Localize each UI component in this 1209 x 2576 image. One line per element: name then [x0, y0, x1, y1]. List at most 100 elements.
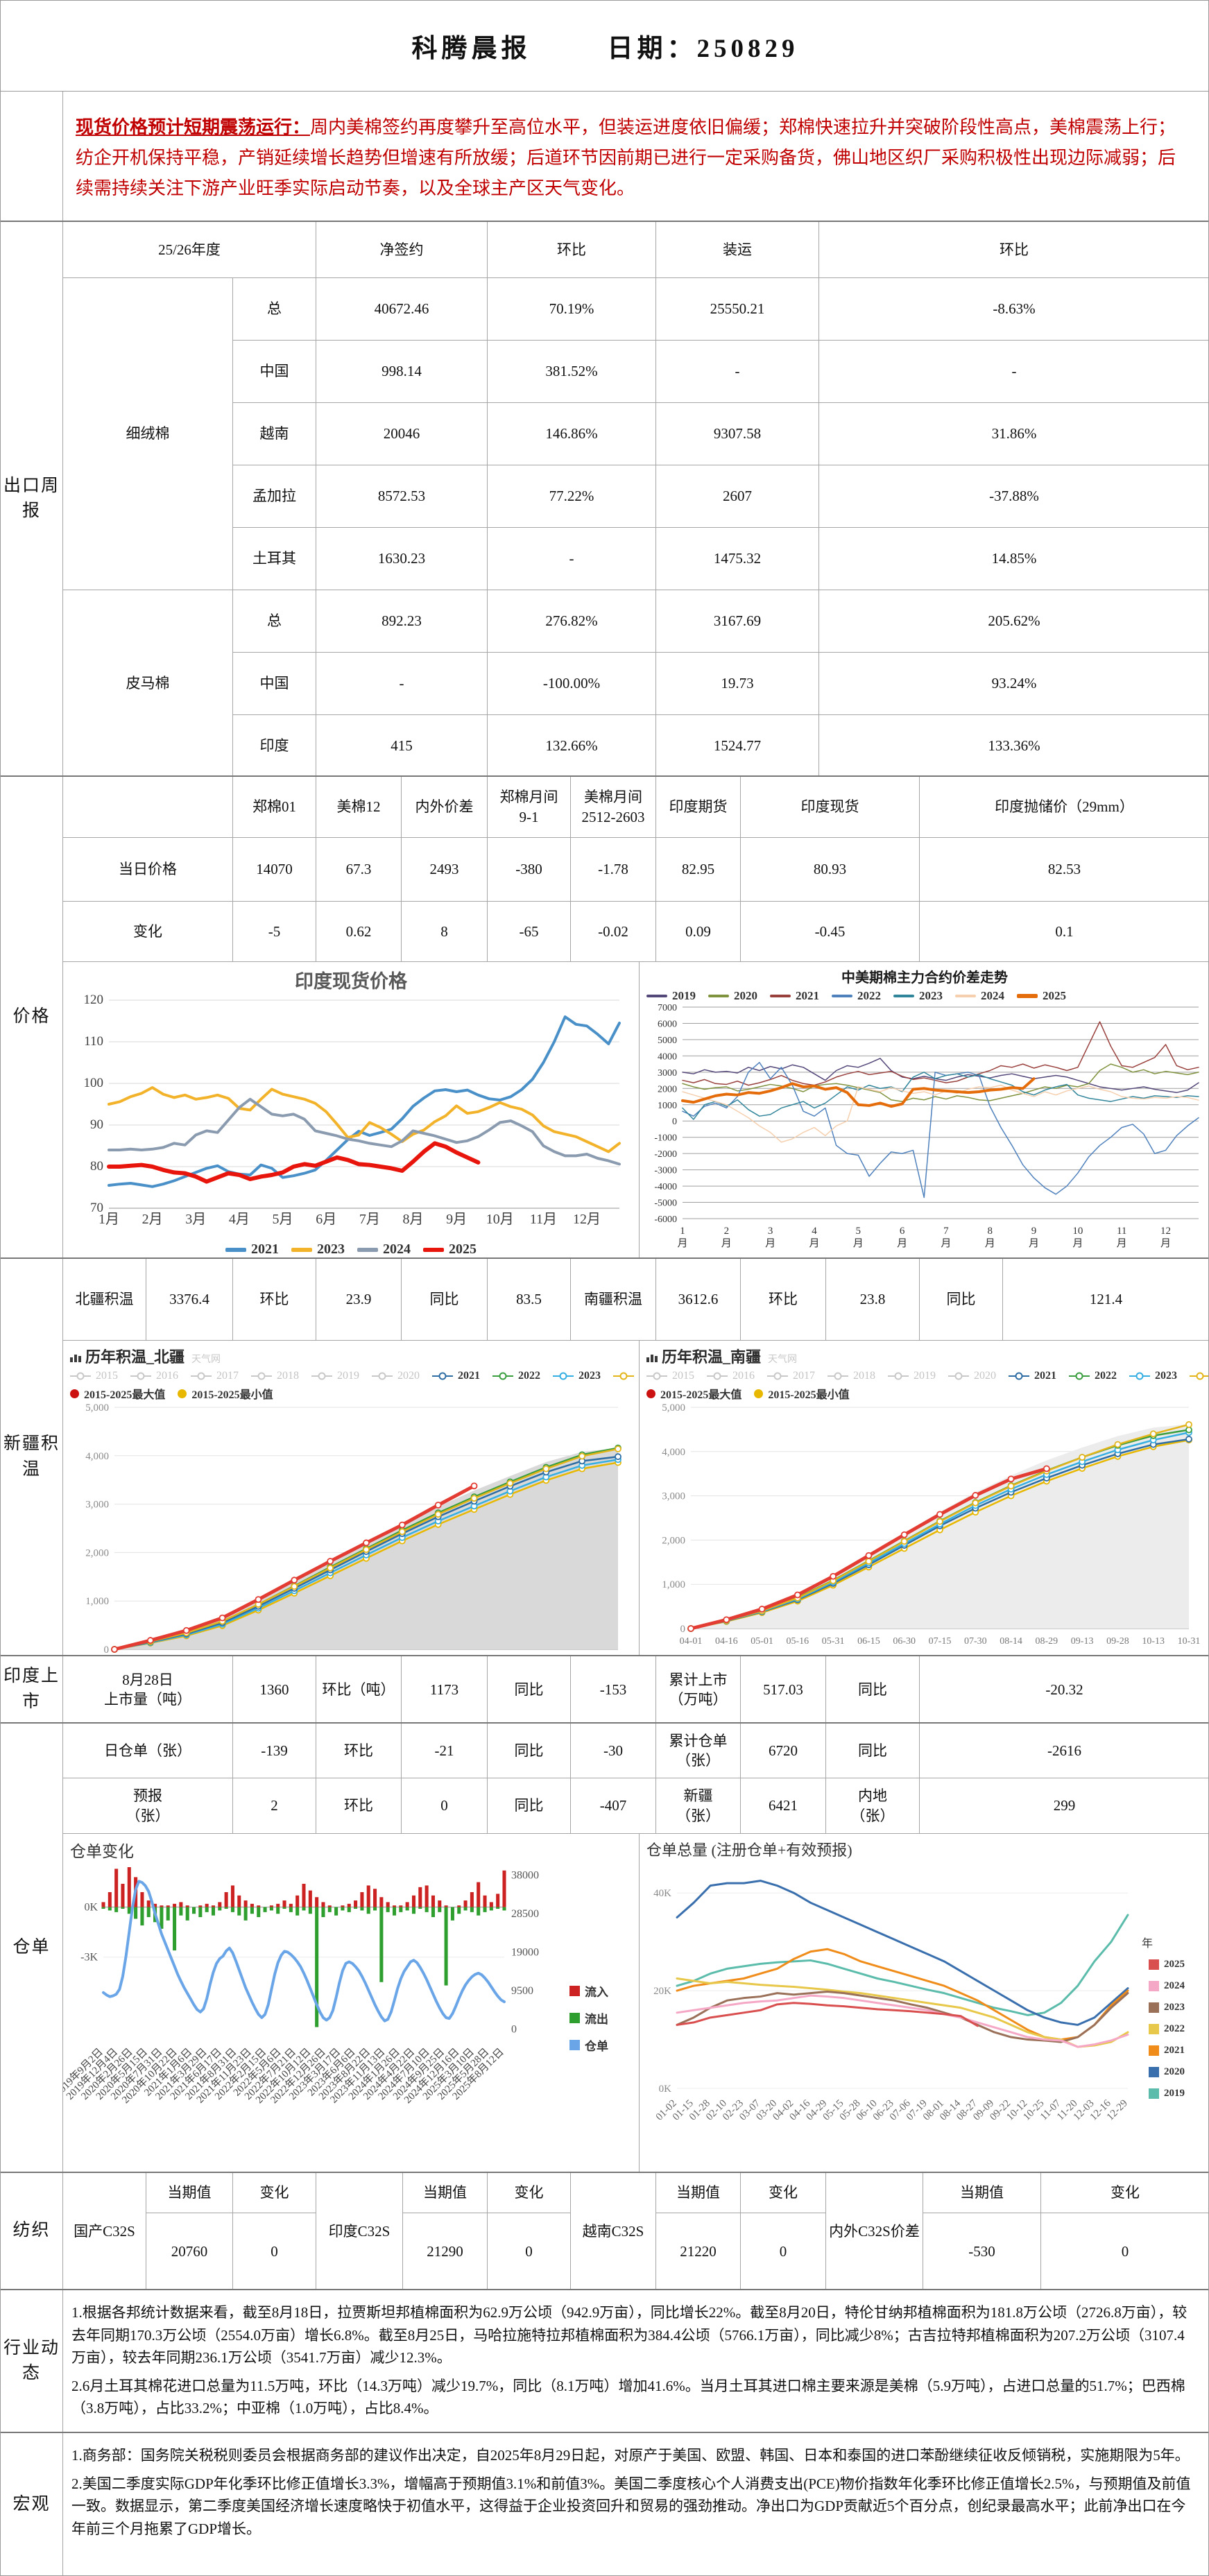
legend-label: 2020 [1164, 2066, 1185, 2077]
svg-text:5月: 5月 [853, 1226, 864, 1249]
temperature-cell: 同比 [402, 1259, 488, 1341]
bar-chart-icon [646, 1355, 658, 1362]
svg-text:11月: 11月 [530, 1212, 557, 1227]
textile-change-cell: 0 [1041, 2213, 1208, 2289]
2025-swatch-icon [1017, 994, 1038, 998]
textile-section: 纺织 国产C32S 当期值 变化 20760 0 印度C32S 当期值 变化 21290 0 越南C… [1, 2172, 1208, 2289]
textile-name-cell: 越南C32S [571, 2173, 656, 2289]
industry-paragraphs: 1.根据各邦统计数据来看，截至8月18日，拉贾斯坦邦植棉面积为62.9万公顷（9… [63, 2290, 1208, 2430]
temperature-summary-row: 北疆积温 3376.4 环比 23.9 同比 83.5 南疆积温 3612.6 环比 23.8 同比… [63, 1259, 1208, 1341]
svg-text:20K: 20K [653, 1986, 671, 1997]
chart-plot-area: 7000 6000 5000 4000 3000 2000 1000 0 -1000 -2000 -… [640, 1003, 1208, 1257]
2020-swatch-icon [1149, 2067, 1159, 2077]
chart-spread-svg: 7000 6000 5000 4000 3000 2000 1000 0 -1000 -2000 -… [654, 1003, 1199, 1249]
legend-item: 2020 [948, 1370, 996, 1382]
legend-item: 2016 [130, 1370, 178, 1382]
chart-plot-area: 70 80 90 100 110 120 1月 2月 3月 4月 5月 6月 7月 8月 9月 10月 11月 1… [63, 993, 639, 1240]
price-col-header: 美棉月间 2512-2603 [571, 777, 656, 838]
export-row-label: 中国 [233, 341, 316, 403]
price-value-cell: 0.62 [316, 902, 402, 962]
export-value-cell: 20046 [316, 403, 488, 465]
legend-label: 2021 [1164, 2045, 1185, 2056]
warehouse-cell: 内地 （张） [826, 1778, 920, 1834]
chart-title: 历年积温_北疆 天气网 [63, 1341, 639, 1368]
legend-item: 2017 [191, 1370, 239, 1382]
svg-text:3月: 3月 [765, 1226, 775, 1249]
warehouse-change-chart: 仓单变化 0K -3K 38000 28500 19000 9500 0 2019年9月2日 20… [63, 1834, 639, 2172]
legend-item: 2019 [311, 1370, 359, 1382]
price-table: 郑棉01 美棉12 内外价差 郑棉月间 9-1 美棉月间 2512-2603 印度期货 印度… [63, 777, 1208, 962]
price-col-header: 郑棉01 [233, 777, 316, 838]
chart-legend: 2024 [1142, 1979, 1206, 1993]
legend-item: 2021 [432, 1370, 480, 1382]
export-row-label: 总 [233, 590, 316, 653]
warehouse-receipt-section: 仓单 日仓单（张） -139 环比 -21 同比 -30 累计仓单 （张） 6720 同比 -26… [1, 1722, 1208, 2172]
temperature-cell: 环比 [741, 1259, 826, 1341]
legend-item: 流入 [569, 1982, 608, 2000]
legend-item: 2019 [888, 1370, 936, 1382]
export-col-header: 环比 [488, 222, 656, 278]
section-label-industry: 行业动态 [1, 2290, 63, 2432]
textile-col-header: 变化 [488, 2173, 571, 2213]
export-value-cell: - [819, 341, 1208, 403]
chart-plot-area: 0 1,000 2,000 3,000 4,000 5,000 04-01 04-16 05-0… [640, 1402, 1208, 1655]
legend-label: 2015 [96, 1370, 118, 1382]
svg-text:07-15: 07-15 [929, 1636, 952, 1647]
svg-text:1000: 1000 [658, 1101, 677, 1111]
2015-2025最小值-swatch-icon [754, 1389, 764, 1398]
export-value-cell: 19.73 [656, 653, 819, 715]
svg-text:9月: 9月 [1029, 1226, 1039, 1249]
2021-swatch-icon [770, 995, 791, 997]
chart-legend: 2015-2025最大值 2015-2025最小值 [63, 1384, 639, 1403]
svg-text:0: 0 [104, 1645, 110, 1655]
2022-swatch-icon [1069, 1372, 1090, 1380]
svg-text:-2000: -2000 [654, 1149, 677, 1160]
warehouse-cell: 日仓单（张） [63, 1724, 233, 1778]
warehouse-cell: 0 [402, 1778, 488, 1834]
2015-swatch-icon [646, 1372, 667, 1380]
chart-title: 中美期棉主力合约价差走势 [640, 962, 1208, 988]
warehouse-cell: -30 [571, 1724, 656, 1778]
svg-text:7000: 7000 [658, 1004, 677, 1013]
svg-text:1月: 1月 [98, 1212, 119, 1227]
svg-text:2月: 2月 [721, 1226, 732, 1249]
export-row-label: 印度 [233, 715, 316, 775]
svg-text:3,000: 3,000 [662, 1491, 685, 1502]
2019-swatch-icon [311, 1372, 332, 1380]
chart-legend: 2022 [1142, 2022, 1206, 2036]
svg-text:120: 120 [84, 995, 104, 1007]
2015-2025最大值-swatch-icon [70, 1389, 79, 1398]
流入-swatch-icon [569, 1986, 580, 1996]
temperature-cell: 121.4 [1003, 1259, 1208, 1341]
legend-label: 流出 [585, 2013, 608, 2026]
legend-item: 2022 [832, 989, 881, 1003]
2020-swatch-icon [948, 1372, 969, 1380]
legend-label: 2025 [449, 1242, 477, 1257]
price-col-header [63, 777, 233, 838]
2018-swatch-icon [828, 1372, 848, 1380]
svg-text:80: 80 [90, 1159, 103, 1174]
svg-text:9月: 9月 [446, 1212, 467, 1227]
chart-plot-area: 0K 20K 40K 01-02 01-15 01-28 02-10 02-23 03-07 03… [640, 1862, 1138, 2172]
legend-label: 2019 [337, 1370, 359, 1382]
industry-news-section: 行业动态 1.根据各邦统计数据来看，截至8月18日，拉贾斯坦邦植棉面积为62.9… [1, 2289, 1208, 2432]
legend-item: 2022 [1069, 1370, 1117, 1382]
legend-item: 2022 [492, 1370, 540, 1382]
export-value-cell: 415 [316, 715, 488, 775]
india-spot-price-chart: 印度现货价格 70 80 90 100 110 120 1月 2月 3月 4月 5月 6月 7月 8月 9月 1… [63, 962, 639, 1257]
legend-label: 2017 [793, 1370, 815, 1382]
india-listing-cell: -153 [571, 1656, 656, 1722]
price-value-cell: 82.95 [656, 838, 741, 902]
legend-item: 2024 [1190, 1370, 1208, 1382]
section-label-textile: 纺织 [1, 2173, 63, 2289]
textile-value-cell: -530 [923, 2213, 1041, 2289]
legend-label: 2019 [672, 989, 696, 1002]
export-value-cell: 276.82% [488, 590, 656, 653]
2022-swatch-icon [832, 995, 852, 997]
legend-label: 2025 [1043, 989, 1066, 1002]
svg-text:110: 110 [84, 1034, 103, 1049]
price-value-cell: 8 [402, 902, 488, 962]
svg-text:10月: 10月 [486, 1212, 514, 1227]
流出-swatch-icon [569, 2013, 580, 2023]
legend-label: 2019 [914, 1370, 936, 1382]
